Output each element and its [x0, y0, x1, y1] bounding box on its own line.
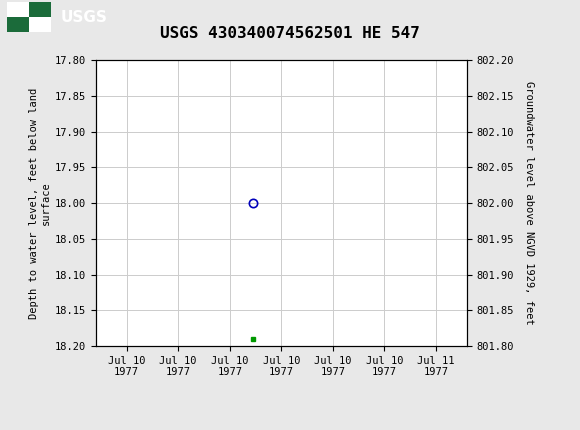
Text: USGS 430340074562501 HE 547: USGS 430340074562501 HE 547 [160, 26, 420, 41]
Bar [29, 2, 51, 17]
Y-axis label: Depth to water level, feet below land
surface: Depth to water level, feet below land su… [29, 88, 50, 319]
Bar [7, 17, 29, 32]
Text: USGS: USGS [61, 10, 108, 25]
Bar [7, 2, 29, 17]
Bar [29, 17, 51, 32]
Y-axis label: Groundwater level above NGVD 1929, feet: Groundwater level above NGVD 1929, feet [524, 81, 534, 325]
